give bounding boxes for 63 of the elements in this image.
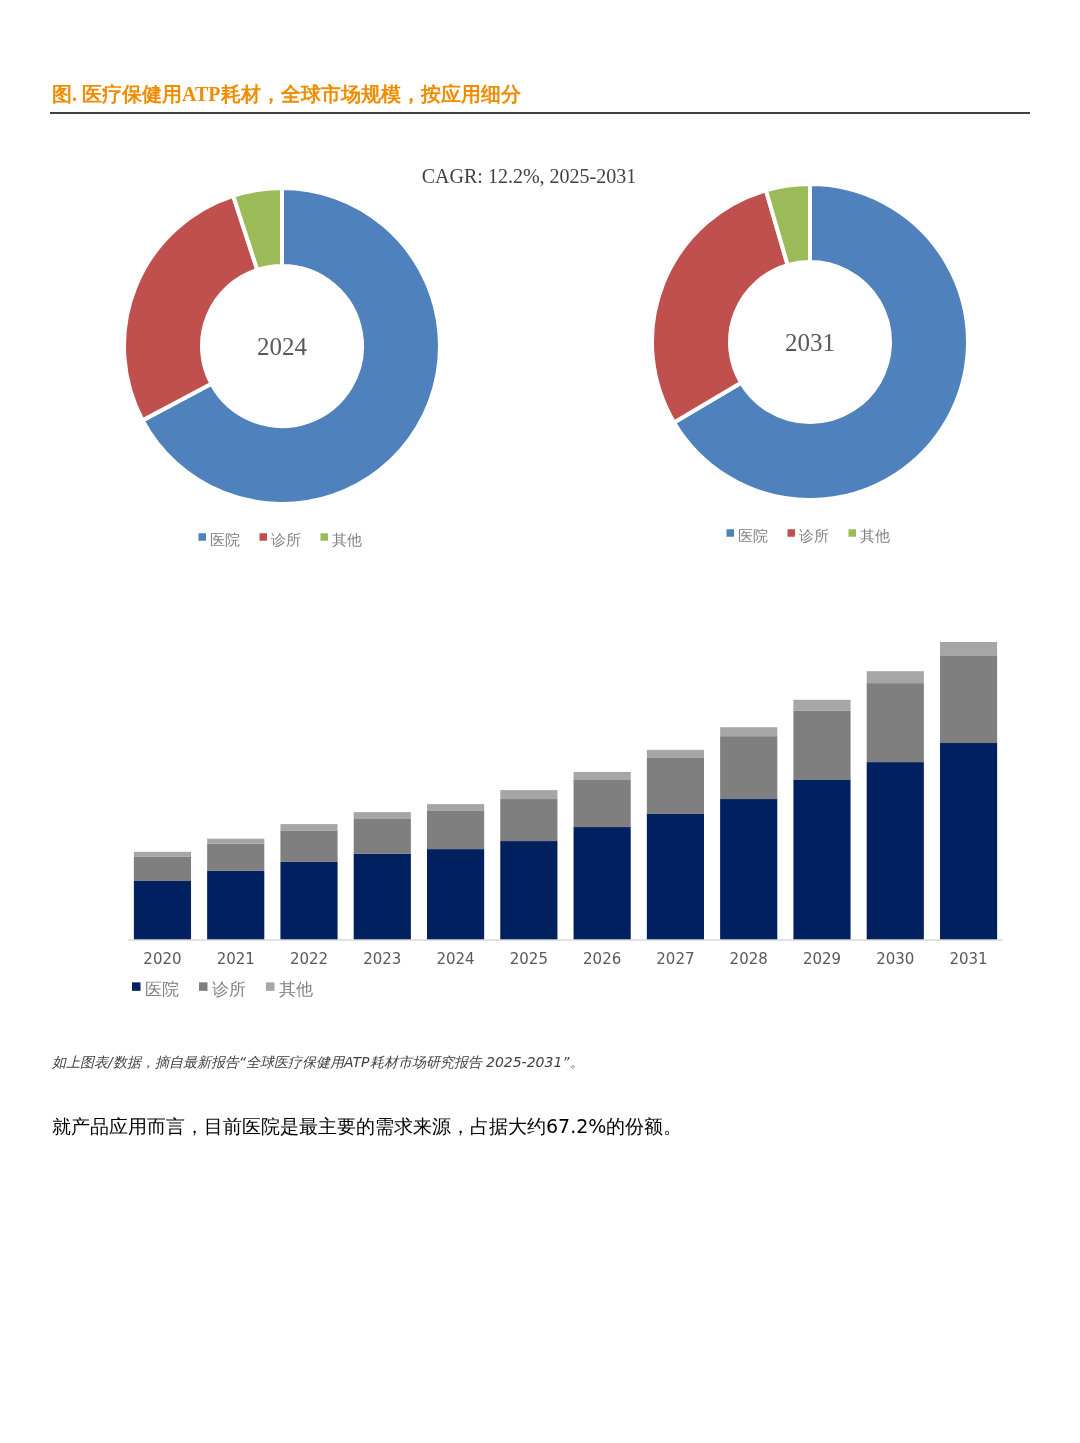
bar: [573, 827, 631, 940]
x-tick-label: 2020: [143, 950, 182, 968]
bar: [500, 799, 558, 842]
bar: [646, 813, 704, 940]
x-tick-label: 2028: [729, 950, 768, 968]
legend-label: 诊所: [270, 530, 301, 549]
bar: [866, 683, 924, 763]
bar: [133, 851, 192, 857]
x-tick-label: 2021: [216, 950, 255, 968]
legend-label: 医院: [209, 530, 240, 549]
legend-label: 其他: [859, 526, 890, 545]
bar: [353, 853, 411, 940]
legend-label: 医院: [144, 979, 179, 999]
bar: [427, 810, 485, 850]
bar: [280, 830, 338, 862]
bar: [939, 743, 998, 940]
bar: [353, 812, 411, 820]
bar: [353, 819, 411, 854]
x-tick-label: 2023: [363, 950, 402, 968]
chart-title: 图. 医疗保健用ATP耗材，全球市场规模，按应用细分: [52, 83, 522, 105]
bar: [646, 749, 704, 758]
bar: [427, 849, 485, 940]
x-tick-label: 2024: [436, 950, 475, 968]
legend-label: 其他: [278, 979, 313, 999]
legend-label: 诊所: [798, 526, 829, 545]
text: 如上图表/数据，摘自最新报告“全球医疗保健用ATP耗材市场研究报告 2025-2031”。: [51, 1054, 584, 1070]
bar: [939, 642, 998, 657]
x-tick-label: 2025: [509, 950, 548, 968]
bar: [866, 671, 924, 684]
bar: [133, 856, 192, 881]
bar: [280, 824, 338, 831]
bar: [646, 757, 704, 814]
bar: [720, 799, 778, 940]
bar: [793, 710, 851, 780]
bar: [207, 870, 265, 940]
bar: [720, 727, 778, 737]
text: 2031: [785, 329, 835, 356]
bar: [500, 790, 558, 800]
x-tick-label: 2026: [583, 950, 622, 968]
text: 2024: [257, 333, 308, 360]
legend-label: 医院: [737, 526, 768, 545]
bar: [427, 804, 485, 811]
bar: [207, 838, 265, 844]
bar: [207, 843, 265, 871]
bar: [573, 771, 631, 780]
x-tick-label: 2027: [656, 950, 695, 968]
x-tick-label: 2031: [949, 950, 988, 968]
legend-label: 其他: [331, 530, 362, 549]
bar: [793, 699, 851, 711]
text: CAGR: 12.2%, 2025-2031: [421, 165, 637, 187]
bar: [500, 841, 558, 940]
bar: [573, 779, 631, 828]
text: 就产品应用而言，目前医院是最主要的需求来源，占据大约67.2%的份额。: [52, 1115, 683, 1137]
bar: [720, 736, 778, 800]
x-tick-label: 2030: [876, 950, 915, 968]
x-tick-label: 2029: [802, 950, 842, 968]
bar: [133, 881, 192, 940]
bar: [939, 656, 998, 744]
legend-label: 诊所: [211, 979, 246, 999]
bar: [280, 861, 338, 940]
bar: [866, 762, 924, 940]
x-tick-label: 2022: [289, 950, 329, 968]
bar: [793, 779, 851, 940]
